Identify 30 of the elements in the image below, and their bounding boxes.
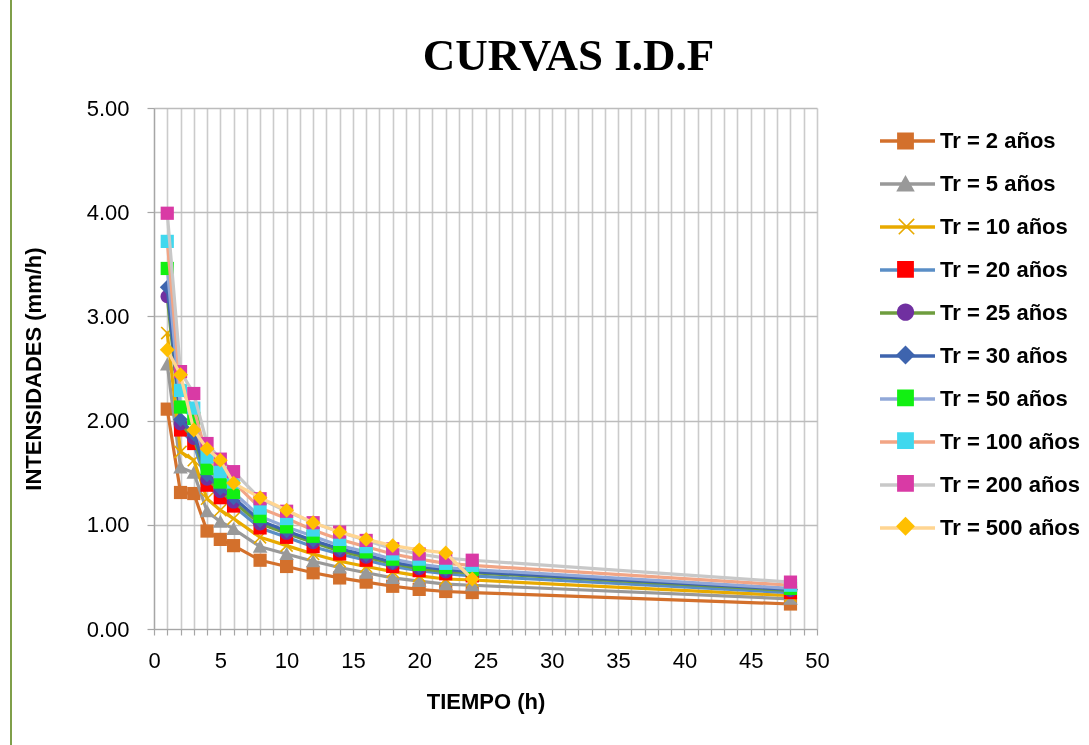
x-tick-label: 25 bbox=[473, 647, 499, 673]
y-tick-label: 5.00 bbox=[86, 95, 130, 121]
legend-label: Tr = 30 años bbox=[940, 343, 1068, 368]
legend-label: Tr = 25 años bbox=[940, 300, 1068, 325]
y-tick-label: 1.00 bbox=[86, 512, 130, 538]
x-tick-label: 0 bbox=[148, 647, 161, 673]
x-tick-label: 10 bbox=[274, 647, 300, 673]
x-tick-label: 20 bbox=[407, 647, 432, 673]
x-axis-title: TIEMPO (h) bbox=[426, 688, 546, 714]
legend-label: Tr = 50 años bbox=[940, 386, 1068, 411]
x-tick-label: 45 bbox=[738, 647, 764, 673]
x-tick-label: 15 bbox=[341, 647, 366, 673]
legend-label: Tr = 500 años bbox=[940, 515, 1081, 540]
legend-label: Tr = 2 años bbox=[940, 128, 1056, 153]
legend-label: Tr = 20 años bbox=[940, 257, 1068, 282]
y-tick-label: 0.00 bbox=[86, 616, 130, 642]
chart-title: CURVAS I.D.F bbox=[422, 30, 715, 80]
legend-label: Tr = 5 años bbox=[940, 171, 1056, 196]
x-tick-label: 30 bbox=[540, 647, 565, 673]
y-axis-title: INTENSIDADES (mm/h) bbox=[20, 247, 46, 491]
x-tick-label: 50 bbox=[805, 647, 830, 673]
x-tick-label: 40 bbox=[672, 647, 698, 673]
x-tick-label: 35 bbox=[606, 647, 631, 673]
legend-label: Tr = 200 años bbox=[940, 472, 1081, 497]
legend-label: Tr = 10 años bbox=[940, 214, 1068, 239]
y-tick-label: 4.00 bbox=[86, 199, 130, 225]
x-tick-label: 5 bbox=[214, 647, 227, 673]
legend-label: Tr = 100 años bbox=[940, 429, 1081, 454]
y-tick-label: 3.00 bbox=[86, 303, 130, 329]
y-tick-label: 2.00 bbox=[86, 408, 130, 434]
